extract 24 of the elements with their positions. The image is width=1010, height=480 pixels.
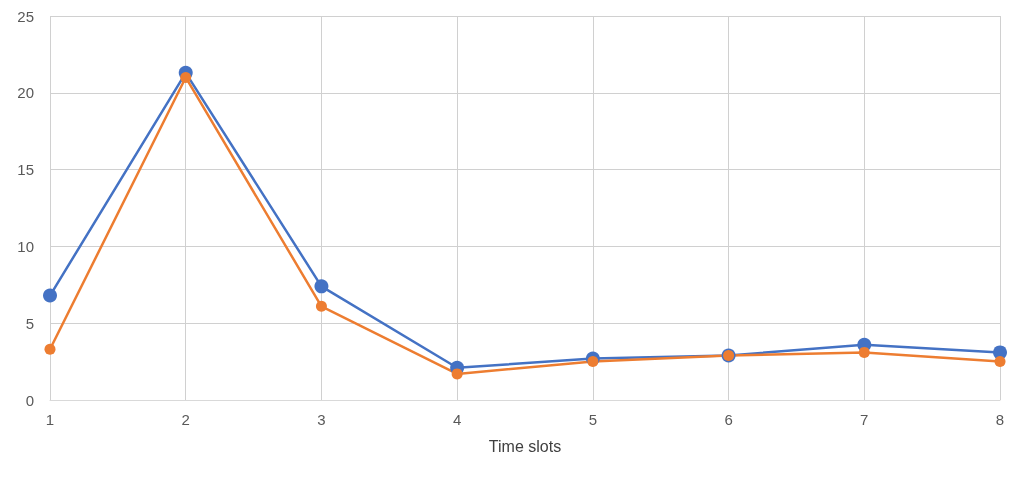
x-tick-label: 4 (452, 411, 462, 428)
x-tick-label: 7 (860, 411, 869, 428)
y-tick-label: 0 (25, 391, 34, 409)
point (180, 71, 192, 83)
point (44, 343, 56, 355)
point (315, 300, 327, 312)
point (994, 356, 1006, 368)
y-tick-label: 5 (25, 314, 34, 332)
point (43, 288, 57, 303)
x-axis-title: Time slots (488, 437, 562, 455)
point (858, 346, 870, 358)
x-tick-label: 3 (317, 411, 326, 428)
y-tick-label: 25 (17, 7, 34, 25)
y-tick-label: 20 (17, 84, 34, 102)
y-tick-label: 10 (17, 237, 34, 255)
x-tick-label: 1 (45, 411, 55, 428)
x-tick-label: 5 (588, 411, 598, 428)
x-tick-label: 8 (995, 411, 1005, 428)
point (451, 368, 463, 380)
point (314, 279, 329, 294)
point (587, 356, 599, 368)
x-tick-label: 6 (724, 411, 733, 428)
x-tick-label: 2 (181, 411, 190, 428)
y-tick-label: 15 (17, 161, 34, 179)
